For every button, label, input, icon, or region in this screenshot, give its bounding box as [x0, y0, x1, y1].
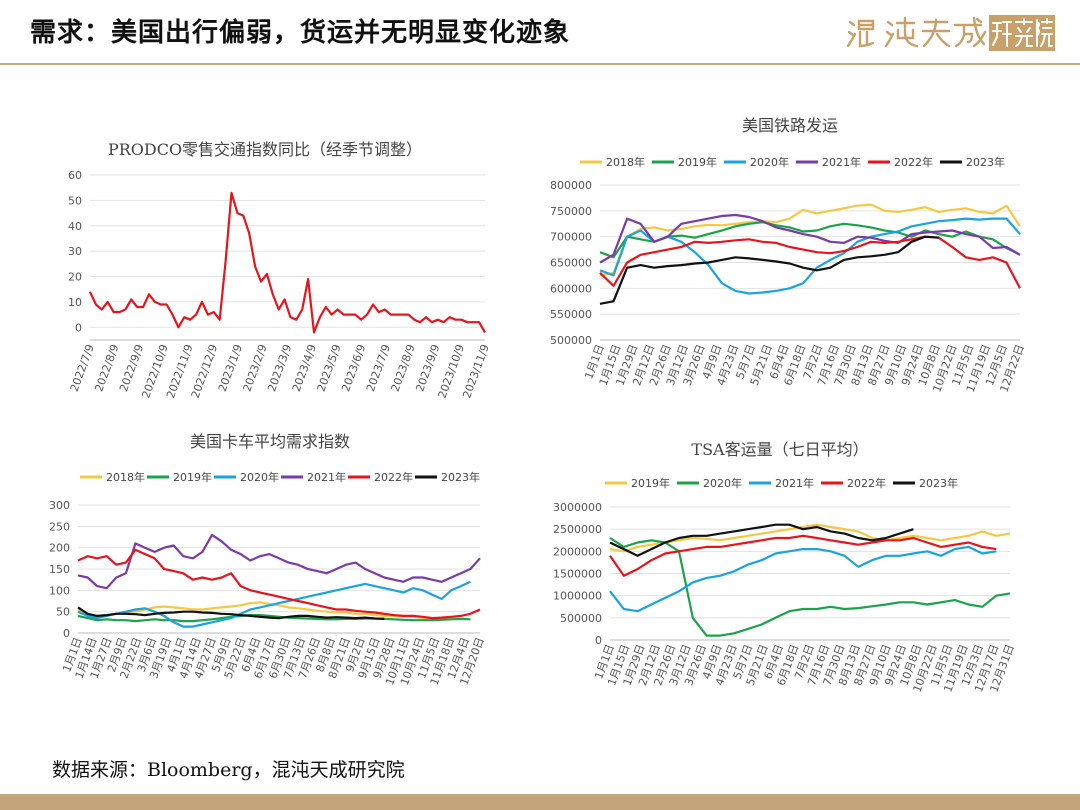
- y-tick-label: 0: [595, 634, 602, 647]
- legend-label: 2020年: [240, 470, 279, 484]
- y-tick-label: 300: [49, 499, 70, 512]
- x-tick-label: 2023/3/9: [265, 343, 294, 394]
- y-tick-label: 30: [68, 245, 82, 258]
- series-line-2021年: [77, 533, 481, 590]
- series-line-2023年: [599, 235, 939, 305]
- legend-label: 2023年: [919, 476, 958, 490]
- x-tick-label: 2023/1/9: [216, 343, 245, 394]
- series-line-2023年: [77, 606, 385, 620]
- x-tick-label: 2023/5/9: [315, 343, 344, 394]
- series-line-2022年: [609, 534, 997, 577]
- y-tick-label: 3000000: [553, 501, 602, 514]
- y-tick-label: 500000: [550, 334, 592, 347]
- y-tick-label: 650000: [550, 257, 592, 270]
- x-tick-label: 2023/4/9: [290, 343, 319, 394]
- y-tick-label: 20: [68, 271, 82, 284]
- y-tick-label: 0: [63, 627, 70, 640]
- y-tick-label: 40: [68, 220, 82, 233]
- series-line-2020年: [599, 217, 1021, 295]
- x-tick-label: 2023/2/9: [241, 343, 270, 394]
- x-tick-label: 2022/7/9: [68, 343, 97, 394]
- y-tick-label: 150: [49, 563, 70, 576]
- brand-logo: [846, 15, 1055, 51]
- source-note: 数据来源：Bloomberg，混沌天成研究院: [52, 759, 405, 781]
- chart-title: 美国铁路发运: [742, 116, 838, 135]
- y-tick-label: 2500000: [553, 523, 602, 536]
- y-tick-label: 250: [49, 520, 70, 533]
- x-tick-label: 2022/8/9: [92, 343, 121, 394]
- y-tick-label: 600000: [550, 282, 592, 295]
- legend-label: 2022年: [847, 476, 886, 490]
- legend-label: 2023年: [966, 155, 1005, 169]
- chart-prodco: PRODCO零售交通指数同比（经季节调整） 0 10 20 30 40 50 60 2022/7…: [68, 140, 492, 400]
- y-tick-label: 2000000: [553, 545, 602, 558]
- y-tick-label: 50: [56, 606, 70, 619]
- y-tick-label: 1000000: [553, 590, 602, 603]
- chart-title: TSA客运量（七日平均）: [691, 440, 868, 459]
- series-line-2021年: [599, 213, 1021, 264]
- series-line-2019年: [609, 523, 1011, 553]
- header-divider: [0, 63, 1080, 65]
- legend-label: 2020年: [703, 476, 742, 490]
- y-tick-label: 200: [49, 542, 70, 555]
- series-line-2021年: [609, 545, 997, 613]
- y-tick-label: 1500000: [553, 568, 602, 581]
- y-tick-label: 700000: [550, 231, 592, 244]
- series-line-2022年: [77, 548, 481, 620]
- x-tick-label: 2023/6/9: [339, 343, 368, 394]
- y-tick-label: 50: [68, 194, 82, 207]
- series-line-2020年: [77, 580, 471, 628]
- legend-label: 2021年: [822, 155, 861, 169]
- series-line-2018年: [599, 203, 1021, 277]
- y-tick-label: 60: [68, 169, 82, 182]
- legend-label: 2019年: [678, 155, 717, 169]
- legend-label: 2020年: [750, 155, 789, 169]
- chart-tsa: TSA客运量（七日平均） 0 500000 1000000 1500000 2000000…: [553, 440, 1017, 694]
- y-tick-label: 10: [68, 296, 82, 309]
- chart-title: 美国卡车平均需求指数: [190, 432, 350, 451]
- series-line-2019年: [599, 221, 1021, 259]
- chart-title: PRODCO零售交通指数同比（经季节调整）: [108, 140, 422, 159]
- legend-label: 2022年: [894, 155, 933, 169]
- x-tick-label: 2022/9/9: [117, 343, 146, 394]
- legend-label: 2019年: [173, 470, 212, 484]
- y-tick-label: 100: [49, 584, 70, 597]
- y-tick-label: 0: [75, 321, 82, 334]
- brand-logo-mark: [846, 16, 987, 48]
- legend-label: 2021年: [775, 476, 814, 490]
- y-tick-label: 750000: [550, 205, 592, 218]
- y-tick-label: 500000: [560, 612, 602, 625]
- chart-truck: 美国卡车平均需求指数0501001502002503001月1日1月14日1月2…: [49, 432, 487, 687]
- legend-label: 2019年: [631, 476, 670, 490]
- series-line-2023年: [609, 523, 914, 557]
- legend-label: 2022年: [374, 470, 413, 484]
- legend-label: 2018年: [106, 470, 145, 484]
- footer-bar: [0, 794, 1080, 810]
- page-title: 需求：美国出行偏弱，货运并无明显变化迹象: [30, 18, 571, 48]
- x-tick-label: 2023/9/9: [413, 343, 442, 394]
- series-line-2020年: [609, 537, 1011, 637]
- y-tick-label: 550000: [550, 308, 592, 321]
- x-tick-label: 2023/7/9: [364, 343, 393, 394]
- series-line-2022年: [599, 235, 1021, 289]
- legend-label: 2018年: [606, 155, 645, 169]
- x-tick-label: 2023/8/9: [389, 343, 418, 394]
- chart-rail: 美国铁路发运 500000 550000 600000 650000 700000 7500…: [550, 116, 1027, 394]
- legend-label: 2023年: [441, 470, 480, 484]
- legend-label: 2021年: [307, 470, 346, 484]
- brand-logo-box-glyphs: [992, 18, 1053, 47]
- series-line-2019年: [77, 614, 471, 623]
- y-tick-label: 800000: [550, 179, 592, 192]
- series-line: [89, 191, 486, 334]
